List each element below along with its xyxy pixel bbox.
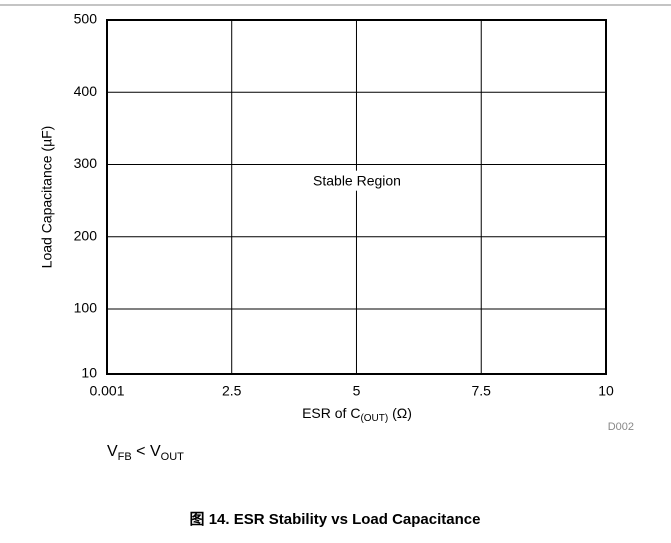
y-axis-label: Load Capacitance (µF): [39, 126, 55, 269]
annotation: Stable Region: [313, 173, 401, 189]
y-tick-label: 100: [74, 300, 98, 316]
annotation-bg: [309, 170, 405, 191]
y-tick-label: 300: [74, 155, 98, 171]
x-tick-label: 10: [598, 383, 614, 399]
note-v: V: [107, 443, 118, 460]
x-tick-label: 2.5: [222, 383, 242, 399]
note: VFB < VOUT: [107, 443, 184, 463]
x-label-sub: (OUT): [360, 413, 388, 424]
y-tick-label: 10: [81, 365, 97, 381]
y-tick-label: 400: [74, 83, 98, 99]
x-axis-label: ESR of C(OUT) (Ω): [302, 405, 412, 424]
plot-frame: [106, 19, 607, 375]
caption: 图 14. ESR Stability vs Load Capacitance: [190, 511, 481, 528]
note-sub: OUT: [161, 451, 185, 463]
y-tick-label: 200: [74, 227, 98, 243]
note-mid: < V: [132, 443, 161, 460]
note-sub: FB: [118, 451, 132, 463]
y-tick-label: 500: [74, 11, 98, 27]
x-tick-label: 0.001: [89, 383, 124, 399]
x-tick-label: 7.5: [472, 383, 492, 399]
x-label-suffix: (Ω): [388, 405, 412, 421]
x-label-text: ESR of C: [302, 405, 360, 421]
x-tick-label: 5: [353, 383, 361, 399]
figure-id: D002: [608, 421, 634, 433]
